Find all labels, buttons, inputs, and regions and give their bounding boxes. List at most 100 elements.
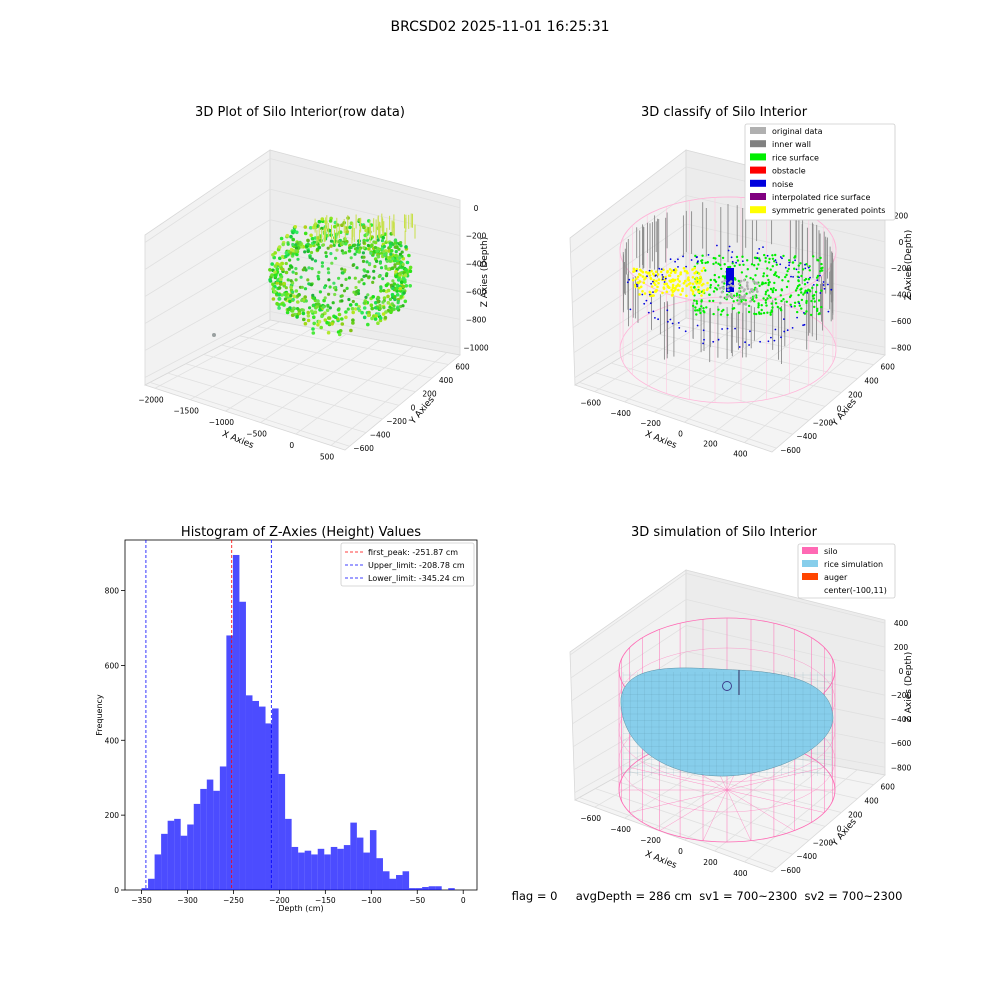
figure-suptitle: BRCSD02 2025-11-01 16:25:31 [390,19,609,35]
classify-point [707,254,710,256]
raw-point [340,317,344,321]
raw-point [310,236,315,241]
panel-classify: 3D classify of Silo Interior −600 −400 −20… [569,105,914,459]
hist-bar [285,818,292,890]
classify-point [745,275,748,278]
raw-point [297,311,302,316]
classify-x-tick-label: 400 [733,450,748,459]
raw-point [294,271,298,276]
raw-point [320,264,324,268]
classify-point [816,283,819,287]
hist-bar [259,706,266,890]
classify-point [771,254,774,257]
classify-point [702,309,705,313]
classify-point [666,309,669,312]
classify-point [665,290,669,294]
classify-point [650,285,654,288]
raw-point [326,267,330,271]
classify-point [709,278,712,282]
classify-point [807,266,810,269]
classify-point [721,280,724,284]
raw-point [380,239,384,243]
classify-point [712,256,715,260]
raw-point [378,316,383,320]
classify-point [804,277,808,281]
classify-point [735,255,739,259]
classify-point [721,328,723,330]
hist-bar [435,886,442,890]
raw-point [320,314,324,319]
classify-point [774,298,777,301]
raw-point [286,242,290,246]
classify-point [689,286,693,289]
raw-point [362,255,366,259]
panel-classify-title: 3D classify of Silo Interior [641,105,808,120]
raw-3d-box [143,149,461,451]
raw-point [391,279,395,283]
classify-y-tick-label: −200 [813,418,834,427]
raw-point [362,282,366,286]
classify-point [726,327,729,330]
raw-point [386,267,391,272]
classify-point [706,281,709,285]
classify-point [648,274,652,277]
sim-z-tick-label: 200 [894,643,909,652]
raw-point [390,292,395,297]
raw-point [378,261,382,265]
raw-point [401,262,405,267]
classify-point [744,299,747,302]
classify-point [783,330,786,333]
raw-point [326,246,330,250]
classify-point [702,266,706,270]
classify-point [699,311,702,315]
panel-sim-title: 3D simulation of Silo Interior [631,525,818,540]
classify-point [736,259,740,262]
classify-point [763,253,766,257]
classify-point [759,340,761,343]
classify-point [817,299,821,302]
legend-label: rice simulation [824,560,883,569]
classify-point [712,340,715,343]
raw-point [291,290,295,294]
raw-point [347,276,351,280]
classify-z-ticks: 200 0 −200 −400 −600 −800 [891,212,912,353]
raw-point [270,262,275,266]
classify-point [682,281,686,285]
raw-point [274,273,278,278]
raw-point [294,267,298,271]
hist-bar [265,723,273,890]
hist-y-tick-label: 400 [105,736,120,745]
raw-point [278,282,283,286]
raw-point [288,299,292,304]
classify-point [635,283,638,286]
classify-point [737,311,741,314]
hist-bar [161,833,168,890]
classify-point [700,278,703,281]
hist-bar [350,822,357,890]
raw-point [373,306,377,310]
classify-point [693,286,696,289]
raw-z-tick-label: −1000 [463,343,489,352]
raw-point [356,307,360,311]
classify-point [756,257,759,259]
raw-point [292,294,296,299]
raw-x-tick-label: −1000 [209,418,235,427]
classify-point [790,275,792,278]
legend-swatch [750,127,766,134]
classify-point [718,254,721,257]
classify-point [804,263,806,266]
raw-point [362,306,367,310]
raw-y-tick-label: 400 [439,376,454,385]
raw-point [382,249,386,254]
raw-point [388,259,393,263]
classify-point [682,255,684,258]
raw-point [403,273,408,278]
classify-point [669,318,672,321]
classify-point [728,265,732,269]
classify-point [686,277,690,281]
classify-point [717,308,720,311]
raw-point [345,230,350,234]
classify-point [727,288,730,292]
classify-point [769,287,773,291]
